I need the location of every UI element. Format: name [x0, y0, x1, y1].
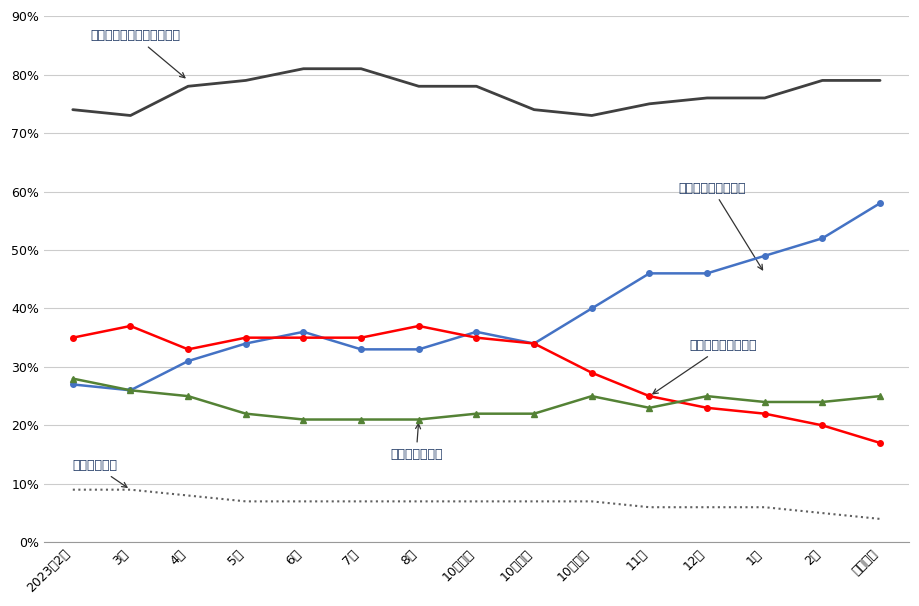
Text: ガンジャルの支持率: ガンジャルの支持率 [652, 339, 756, 394]
Text: ジョコウィ大統領の支持率: ジョコウィ大統領の支持率 [90, 30, 185, 78]
Text: 未回答・不明: 未回答・不明 [73, 459, 127, 487]
Text: プラボウォの支持率: プラボウォの支持率 [677, 182, 762, 270]
Text: アニスの支持率: アニスの支持率 [390, 424, 442, 461]
